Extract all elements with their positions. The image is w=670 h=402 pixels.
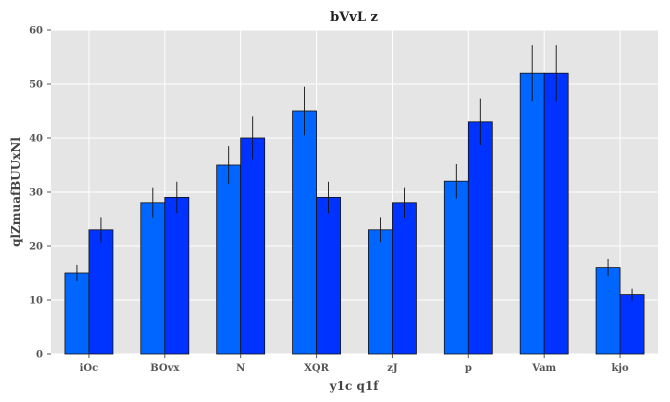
bar-iOc-series-1 xyxy=(65,273,89,354)
y-axis-label: qlZmuafBUUxNl xyxy=(9,137,23,247)
x-tick-label: Vam xyxy=(531,363,556,374)
y-tick-label: 50 xyxy=(29,80,43,91)
x-tick-labels: iOc BOvx N XQR zJ p Vam kjo xyxy=(80,363,629,374)
x-tick-label: XQR xyxy=(304,363,329,374)
x-axis-label: y1c q1f xyxy=(329,379,380,393)
bar-kjo-series-1 xyxy=(596,268,620,354)
y-tick-label: 60 xyxy=(29,26,43,37)
y-tick-label: 10 xyxy=(29,296,43,307)
x-tick-label: kjo xyxy=(611,363,629,374)
x-tick-label: zJ xyxy=(387,363,398,374)
bar-p-series-1 xyxy=(444,181,468,354)
bar-kjo-series-2 xyxy=(620,295,644,354)
bar-XQR-series-2 xyxy=(317,197,341,354)
bar-N-series-1 xyxy=(217,165,241,354)
bar-Vam-series-2 xyxy=(544,73,568,354)
y-tick-label: 40 xyxy=(29,134,43,145)
y-tick-label: 30 xyxy=(29,188,43,199)
bar-zJ-series-2 xyxy=(392,203,416,354)
bar-XQR-series-1 xyxy=(293,111,317,354)
x-tick-label: BOvx xyxy=(150,363,180,374)
bar-BOvx-series-2 xyxy=(165,197,189,354)
y-tick-label: 20 xyxy=(29,242,43,253)
x-tick-label: iOc xyxy=(80,363,99,374)
bar-BOvx-series-1 xyxy=(141,203,165,354)
bar-zJ-series-1 xyxy=(368,230,392,354)
bar-iOc-series-2 xyxy=(89,230,113,354)
bar-p-series-2 xyxy=(468,122,492,354)
bar-N-series-2 xyxy=(241,138,265,354)
x-tick-label: N xyxy=(236,363,245,374)
x-tick-label: p xyxy=(465,363,472,374)
y-tick-label: 0 xyxy=(36,350,43,361)
chart-title: bVvL z xyxy=(330,10,378,25)
y-tick-labels: 0 10 20 30 40 50 60 xyxy=(29,26,43,361)
bar-Vam-series-1 xyxy=(520,73,544,354)
